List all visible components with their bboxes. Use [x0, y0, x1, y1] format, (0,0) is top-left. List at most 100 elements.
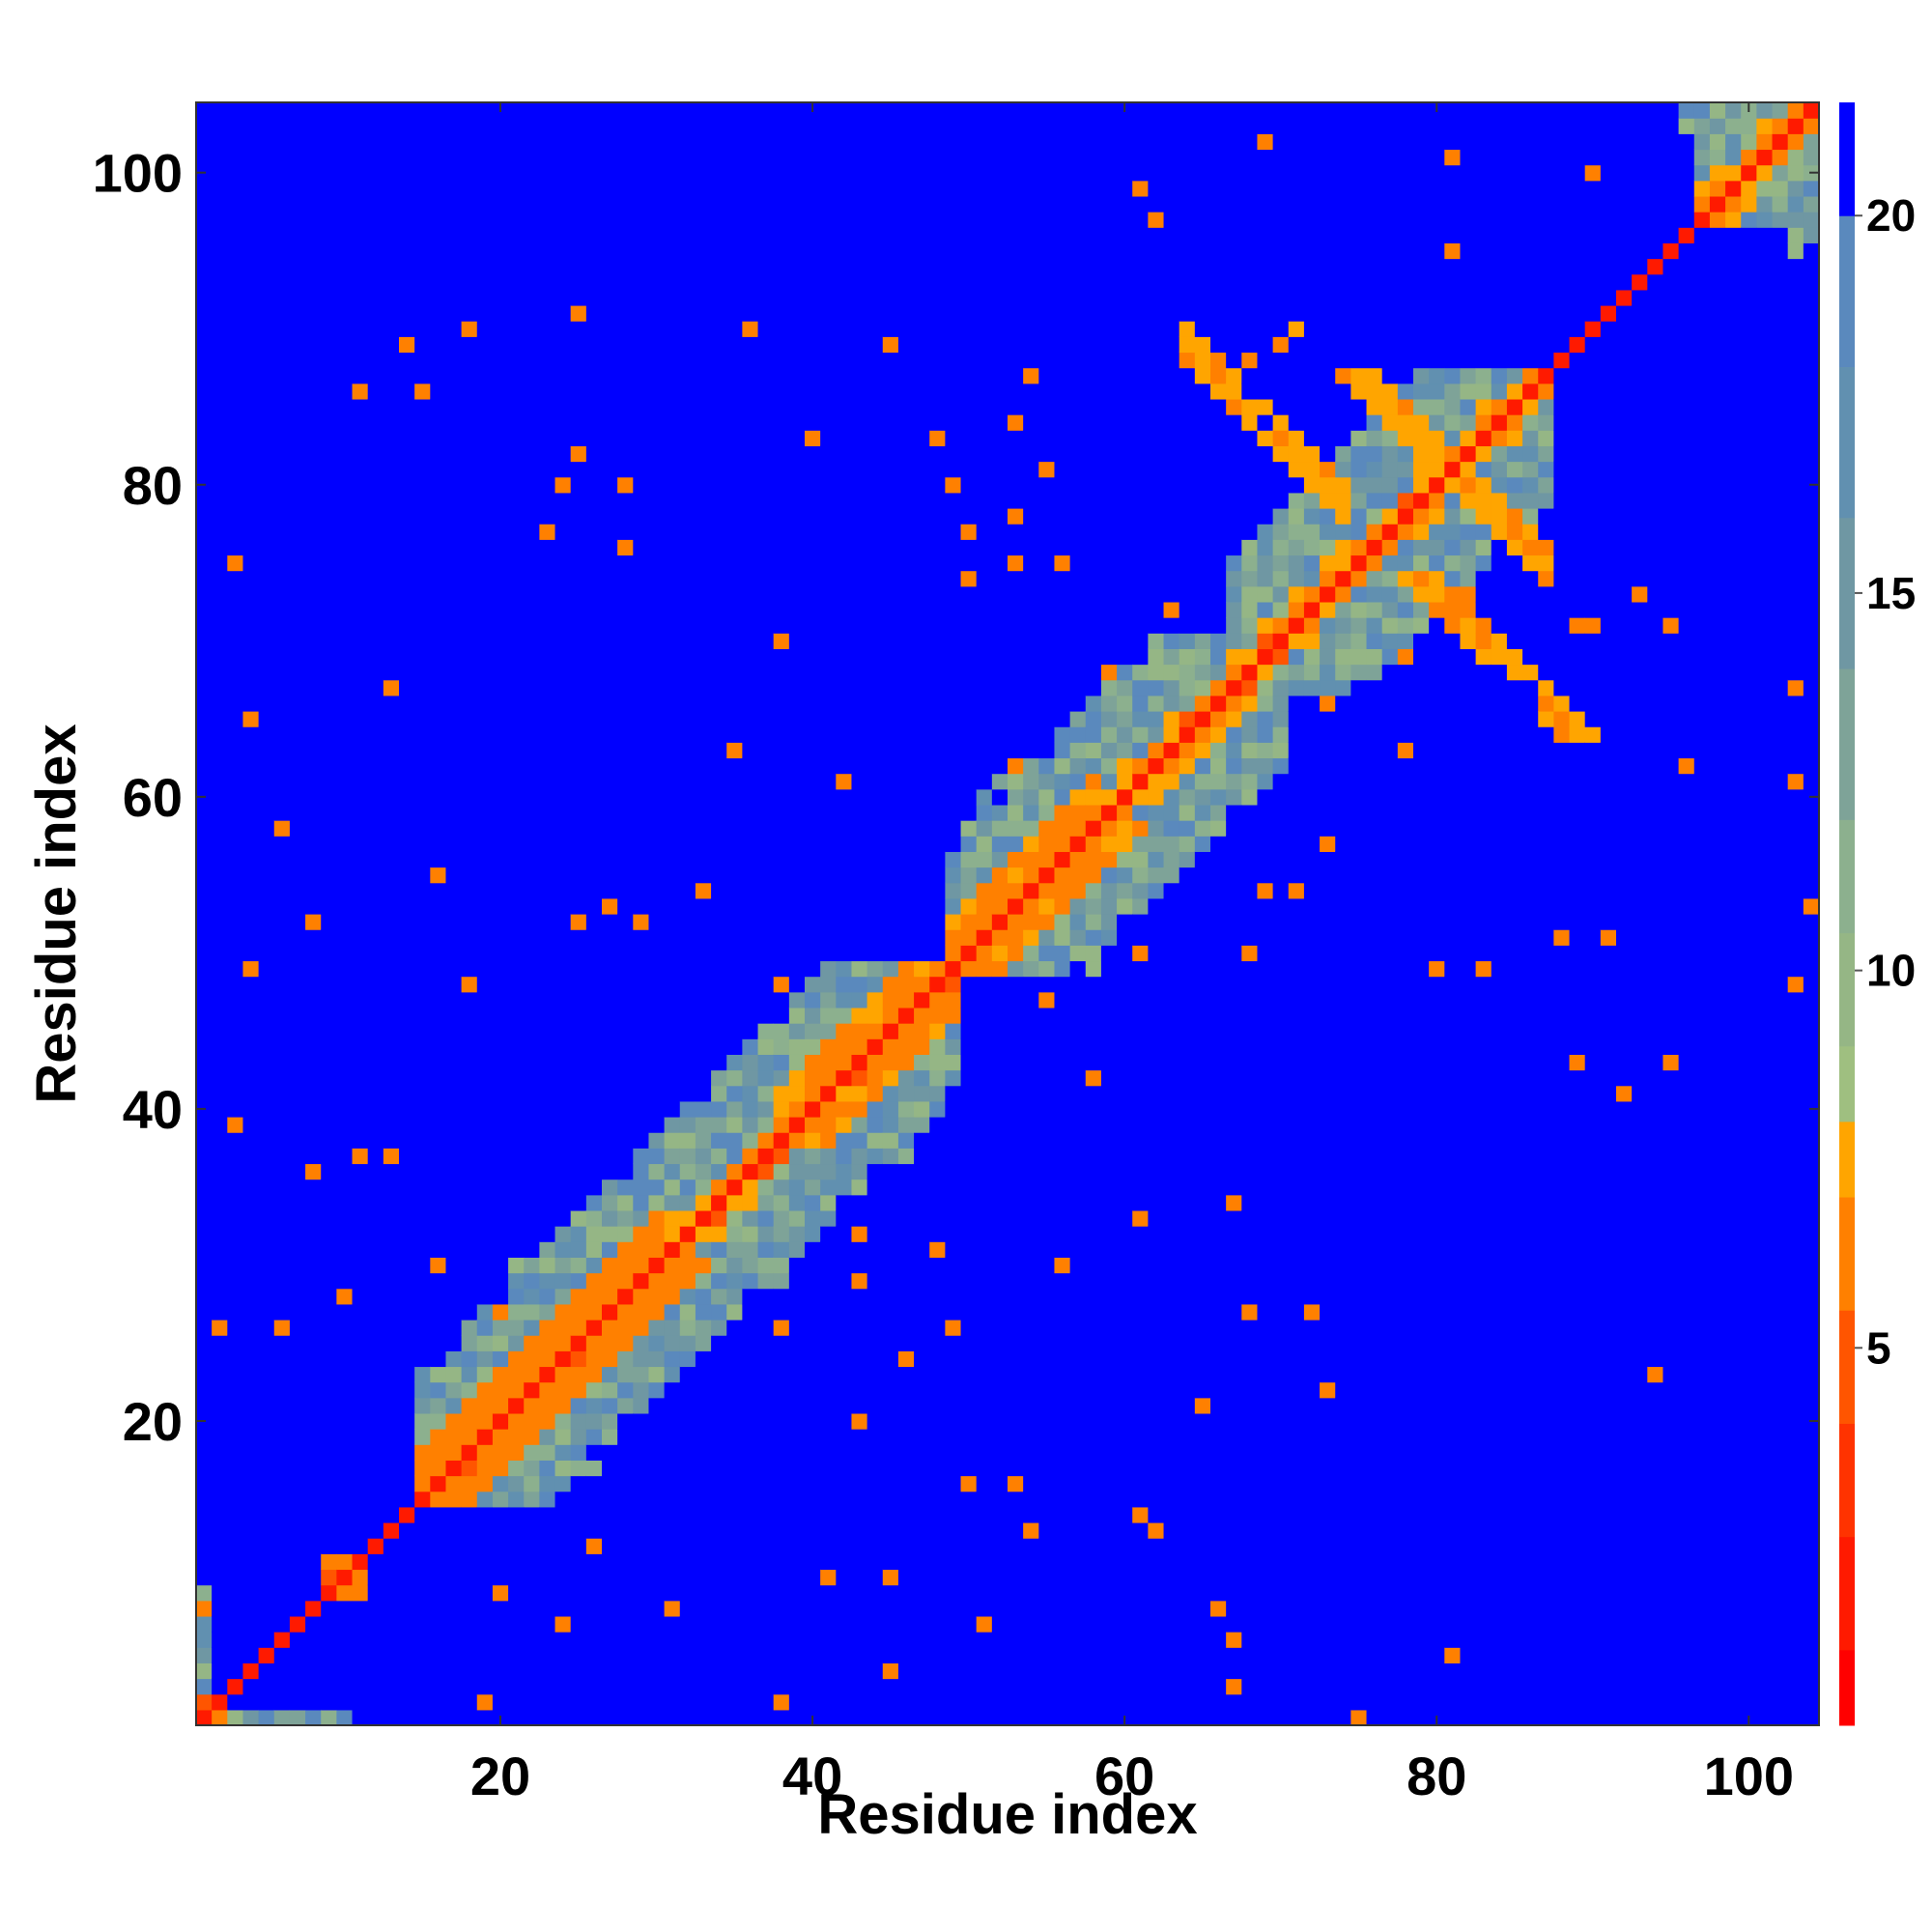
heatmap-cell: [602, 1117, 618, 1133]
heatmap-cell: [367, 524, 384, 540]
heatmap-cell: [492, 524, 509, 540]
heatmap-cell: [867, 1569, 884, 1586]
heatmap-cell: [882, 960, 899, 978]
heatmap-cell: [273, 102, 291, 119]
heatmap-cell: [757, 1693, 775, 1711]
heatmap-cell: [289, 1460, 306, 1477]
heatmap-cell: [554, 1303, 572, 1321]
heatmap-cell: [508, 273, 525, 291]
heatmap-cell: [196, 195, 213, 213]
heatmap-cell: [742, 1632, 759, 1648]
heatmap-cell: [289, 1303, 306, 1321]
heatmap-cell: [539, 1709, 556, 1726]
heatmap-cell: [711, 1709, 727, 1726]
heatmap-cell: [648, 991, 666, 1009]
heatmap-cell: [788, 1148, 806, 1165]
heatmap-cell: [914, 1709, 930, 1726]
heatmap-cell: [554, 1381, 572, 1399]
heatmap-cell: [633, 1662, 650, 1680]
heatmap-cell: [273, 1272, 291, 1290]
heatmap-cell: [805, 273, 821, 291]
heatmap-cell: [242, 1506, 260, 1523]
heatmap-cell: [445, 227, 463, 243]
heatmap-cell: [273, 1054, 291, 1071]
heatmap-cell: [212, 195, 228, 213]
heatmap-cell: [336, 836, 354, 852]
heatmap-cell: [242, 212, 260, 228]
heatmap-cell: [742, 524, 759, 540]
heatmap-cell: [258, 1397, 275, 1414]
heatmap-cell: [414, 1475, 431, 1492]
heatmap-cell: [914, 149, 930, 166]
heatmap-cell: [445, 414, 463, 431]
heatmap-cell: [897, 492, 915, 509]
heatmap-cell: [414, 305, 431, 322]
heatmap-cell: [897, 352, 915, 369]
heatmap-cell: [836, 867, 853, 884]
heatmap-cell: [414, 1381, 431, 1399]
heatmap-cell: [476, 695, 494, 712]
heatmap-cell: [695, 695, 712, 712]
heatmap-cell: [929, 1662, 946, 1680]
heatmap-cell: [695, 476, 712, 494]
heatmap-cell: [461, 1335, 478, 1351]
heatmap-cell: [212, 133, 228, 151]
heatmap-cell: [273, 836, 291, 852]
heatmap-cell: [570, 726, 587, 743]
heatmap-cell: [227, 1600, 244, 1617]
heatmap-cell: [836, 1350, 853, 1368]
heatmap-cell: [711, 414, 727, 431]
heatmap-cell: [742, 1350, 759, 1368]
heatmap-cell: [773, 149, 790, 166]
heatmap-cell: [805, 929, 821, 946]
heatmap-cell: [242, 601, 260, 618]
heatmap-cell: [679, 1148, 696, 1165]
heatmap-cell: [570, 1475, 587, 1492]
heatmap-cell: [212, 1460, 228, 1477]
heatmap-cell: [617, 102, 634, 119]
heatmap-cell: [321, 1241, 337, 1258]
heatmap-cell: [773, 1632, 790, 1648]
heatmap-cell: [897, 1320, 915, 1336]
heatmap-cell: [242, 585, 260, 603]
heatmap-cell: [914, 788, 930, 806]
heatmap-cell: [227, 1117, 244, 1133]
heatmap-cell: [679, 976, 696, 993]
heatmap-cell: [914, 1397, 930, 1414]
heatmap-cell: [757, 1023, 775, 1039]
heatmap-cell: [476, 1148, 494, 1165]
heatmap-cell: [836, 851, 853, 868]
heatmap-cell: [805, 414, 821, 431]
heatmap-cell: [414, 1054, 431, 1071]
heatmap-cell: [445, 258, 463, 275]
heatmap-cell: [492, 1117, 509, 1133]
heatmap-cell: [289, 1069, 306, 1087]
heatmap-cell: [321, 664, 337, 681]
heatmap-cell: [273, 273, 291, 291]
heatmap-cell: [711, 1023, 727, 1039]
heatmap-cell: [757, 882, 775, 899]
heatmap-cell: [788, 976, 806, 993]
heatmap-cell: [414, 180, 431, 197]
heatmap-cell: [773, 1179, 790, 1196]
heatmap-cell: [570, 976, 587, 993]
heatmap-cell: [788, 1475, 806, 1492]
heatmap-cell: [570, 1194, 587, 1211]
heatmap-cell: [711, 664, 727, 681]
heatmap-cell: [212, 336, 228, 354]
heatmap-cell: [492, 1397, 509, 1414]
heatmap-cell: [679, 180, 696, 197]
heatmap-cell: [851, 414, 868, 431]
heatmap-cell: [867, 1709, 884, 1726]
heatmap-cell: [570, 133, 587, 151]
heatmap-cell: [273, 242, 291, 260]
heatmap-cell: [882, 1600, 899, 1617]
heatmap-cell: [867, 867, 884, 884]
heatmap-cell: [321, 273, 337, 291]
heatmap-cell: [336, 445, 354, 463]
heatmap-cell: [508, 195, 525, 213]
heatmap-cell: [664, 1647, 681, 1663]
heatmap-cell: [711, 1320, 727, 1336]
heatmap-cell: [414, 570, 431, 587]
heatmap-cell: [383, 851, 400, 868]
